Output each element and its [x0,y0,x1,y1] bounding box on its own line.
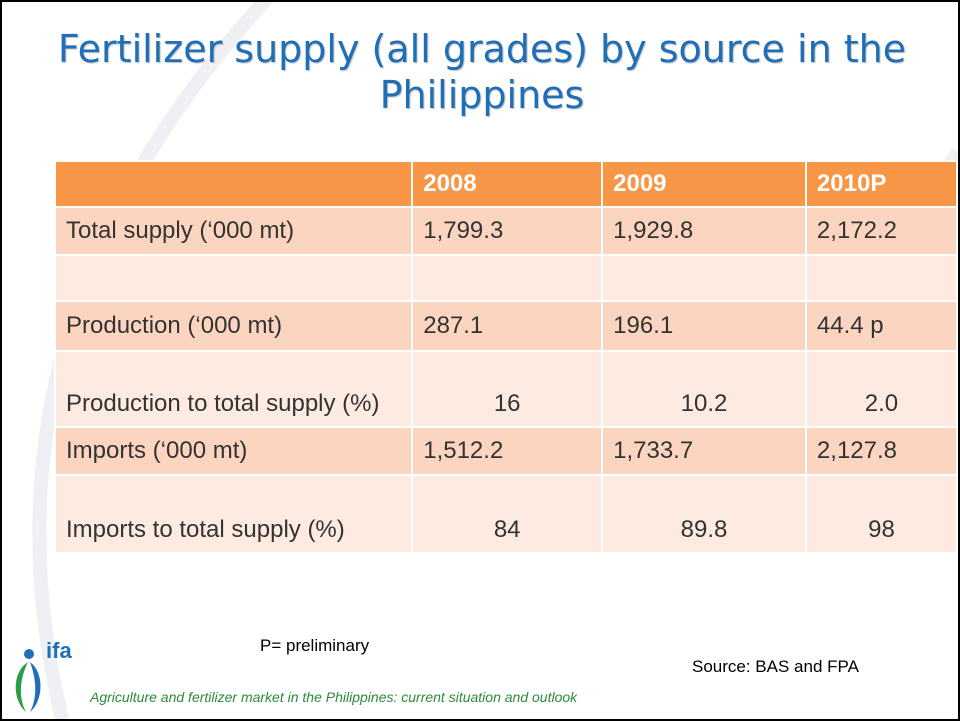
table-row: Production to total supply (%) 16 10.2 2.0 [53,350,958,428]
header-cell [53,160,414,208]
value-cell: 84 [411,474,604,554]
logo-icon [15,649,41,712]
label-cell: Total supply (‘000 mt) [53,206,414,256]
logo-text: ifa [46,638,72,663]
header-row: 2008 2009 2010P [53,160,958,208]
empty-row [53,254,958,302]
empty-cell [804,254,958,302]
value-cell: 2,127.8 [804,426,958,476]
table-row: Production (‘000 mt) 287.1 196.1 44.4 p [53,300,958,352]
label-cell: Imports to total supply (%) [53,474,414,554]
value-cell: 287.1 [411,300,604,352]
label-cell: Production to total supply (%) [53,350,414,428]
value-cell: 44.4 p [804,300,958,352]
footer: Agriculture and fertilizer market in the… [90,689,578,705]
value-cell: 98 [804,474,958,554]
label-cell: Production (‘000 mt) [53,300,414,352]
value-cell: 2,172.2 [804,206,958,256]
empty-cell [411,254,604,302]
table-row: Total supply (‘000 mt) 1,799.3 1,929.8 2,17… [53,206,958,256]
value-cell: 1,512.2 [411,426,604,476]
header-cell: 2010P [804,160,958,208]
value-cell: 1,799.3 [411,206,604,256]
slide-title: Fertilizer supply (all grades) by source… [57,27,907,117]
header-cell: 2008 [411,160,604,208]
value-cell: 10.2 [601,350,807,428]
value-cell: 89.8 [601,474,807,554]
value-cell: 1,733.7 [601,426,807,476]
note: P= preliminary [260,636,370,655]
label-cell: Imports (‘000 mt) [53,426,414,476]
value-cell: 196.1 [601,300,807,352]
value-cell: 2.0 [804,350,958,428]
source: Source: BAS and FPA [692,657,859,676]
table-row: Imports (‘000 mt) 1,512.2 1,733.7 2,127.8 [53,426,958,476]
empty-cell [601,254,807,302]
value-cell: 16 [411,350,604,428]
data-table: 2008 2009 2010P Total supply (‘000 mt) 1,799… [53,160,958,554]
table-row: Imports to total supply (%) 84 89.8 98 [53,474,958,554]
empty-cell [53,254,414,302]
header-cell: 2009 [601,160,807,208]
value-cell: 1,929.8 [601,206,807,256]
